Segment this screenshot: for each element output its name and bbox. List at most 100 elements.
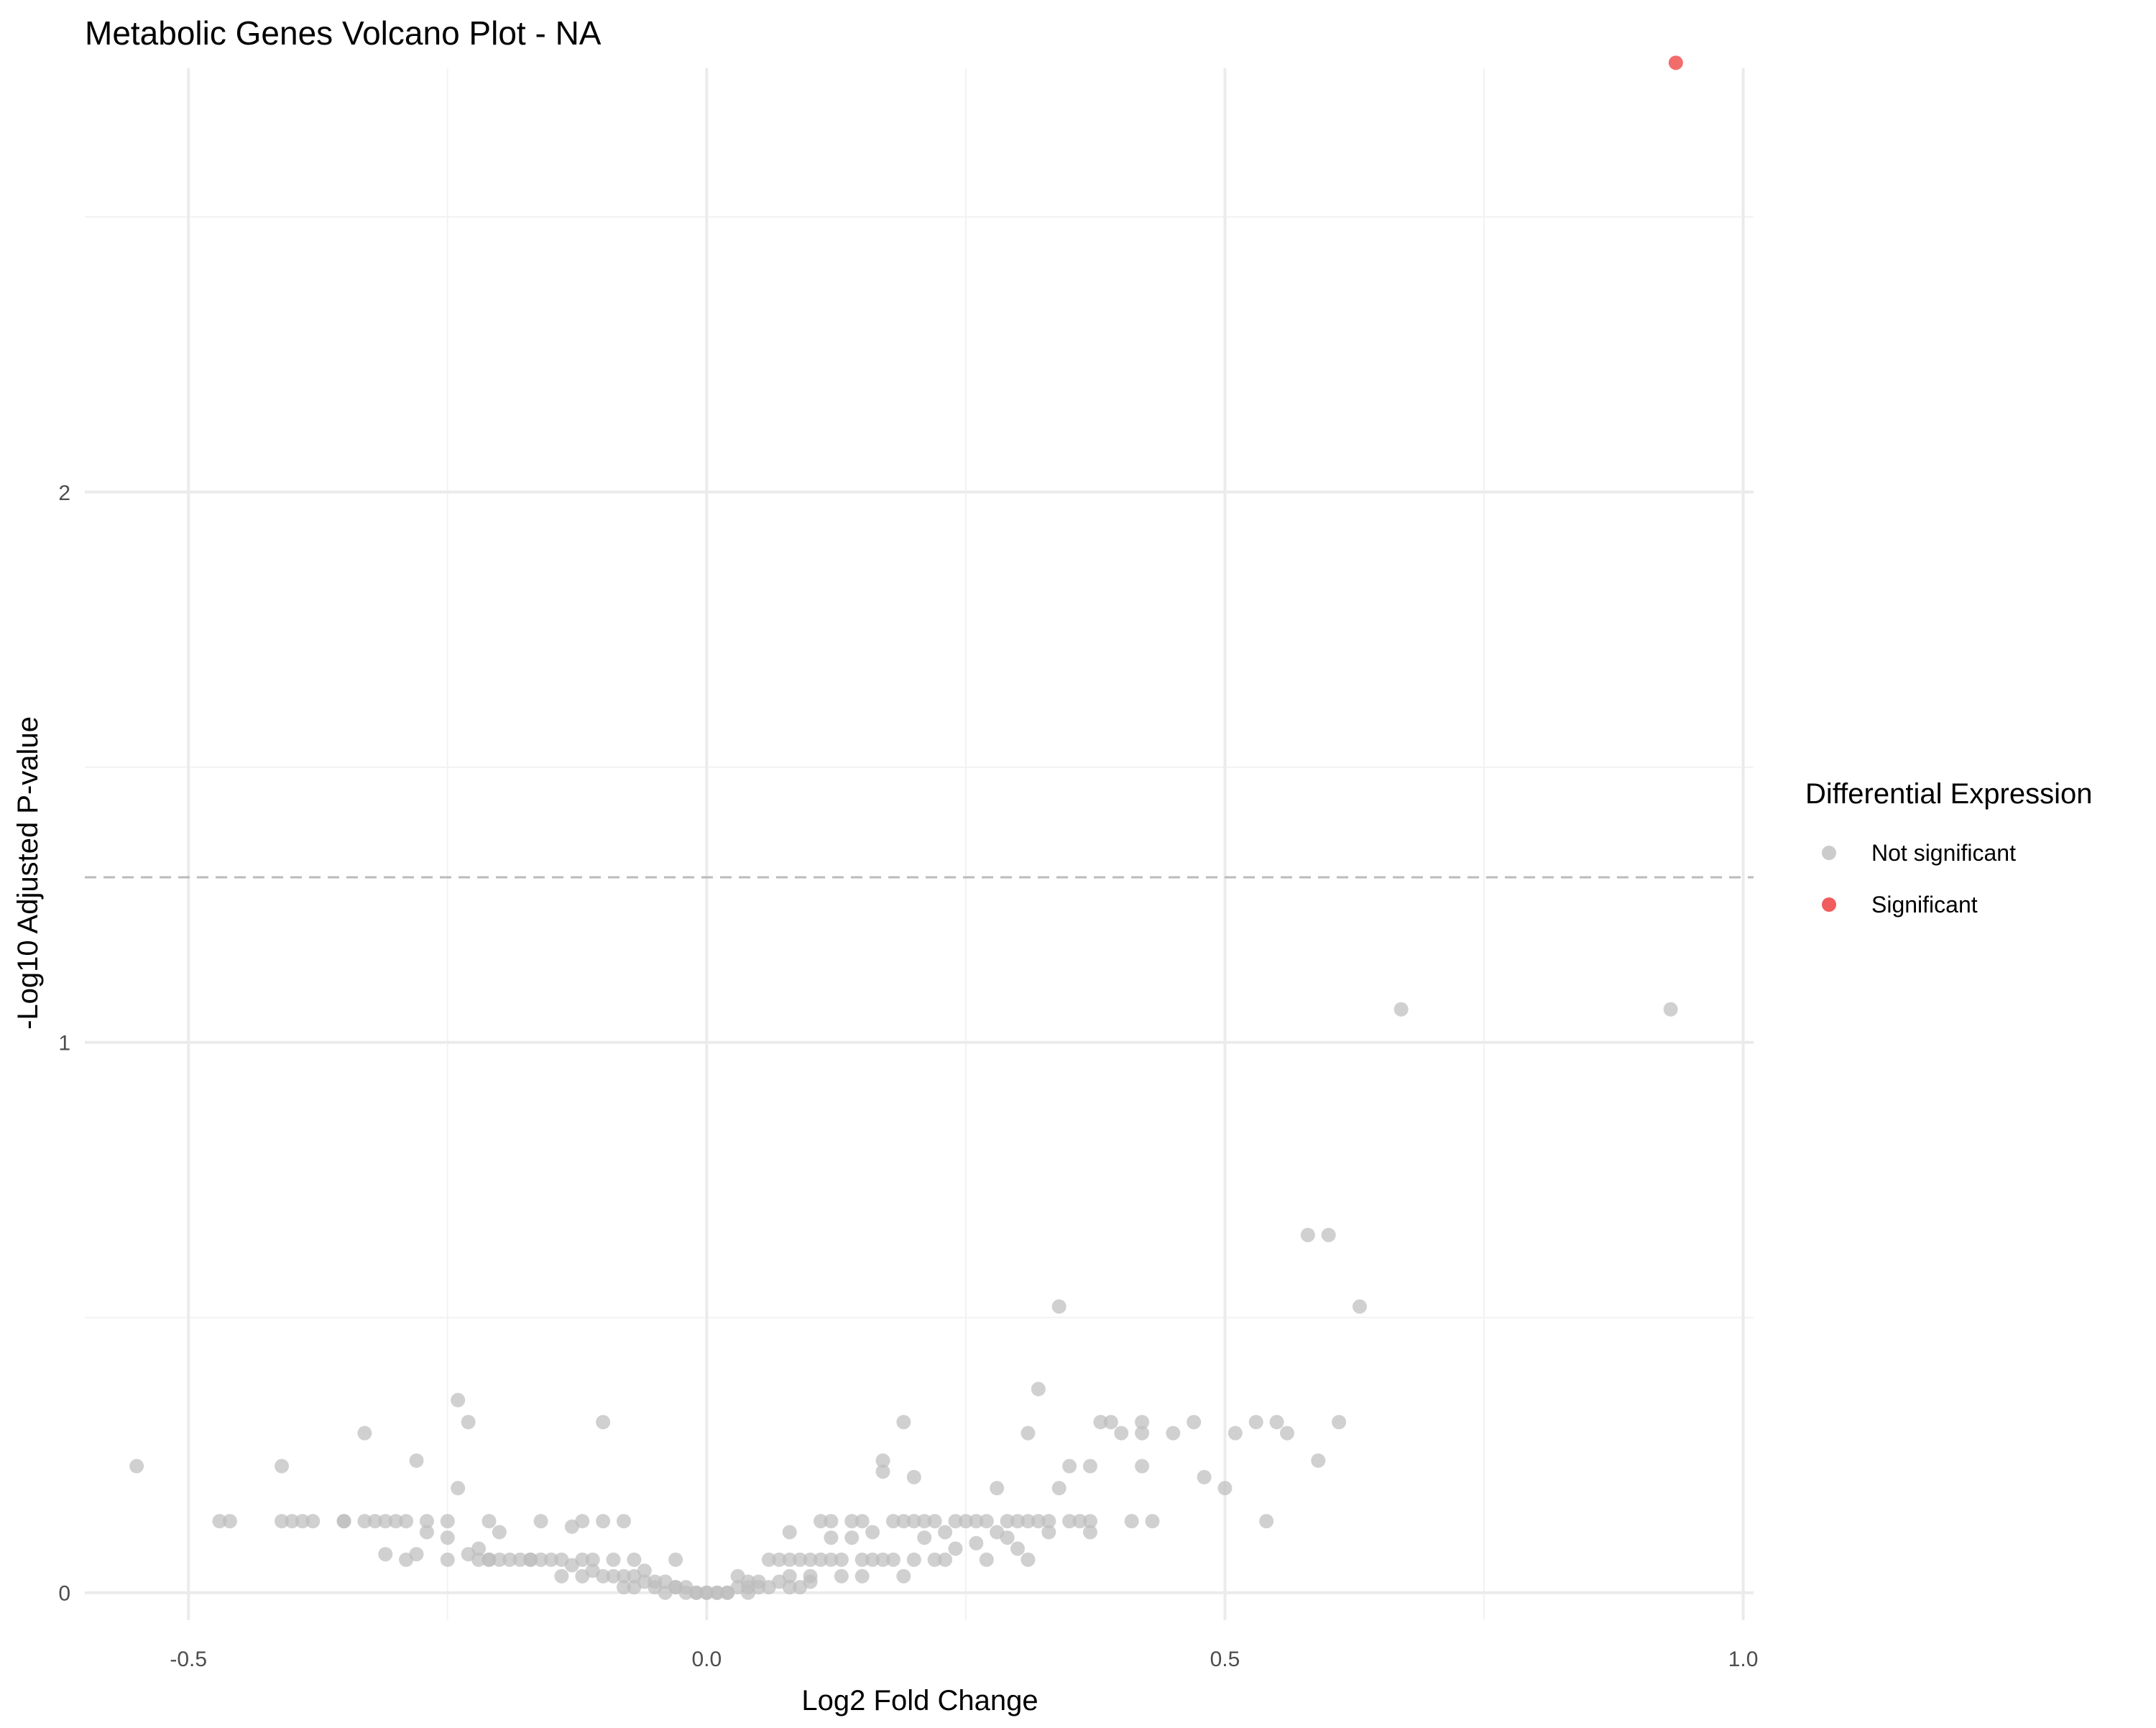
not-significant-point (834, 1552, 849, 1567)
not-significant-point (616, 1568, 631, 1584)
not-significant-point (875, 1453, 890, 1468)
not-significant-point (668, 1552, 683, 1567)
not-significant-point (917, 1530, 932, 1546)
legend-key (1822, 846, 1836, 860)
not-significant-point (854, 1514, 870, 1529)
not-significant-point (709, 1585, 724, 1600)
not-significant-point (451, 1481, 466, 1496)
legend-label: Not significant (1871, 840, 2016, 866)
not-significant-point (305, 1514, 321, 1529)
not-significant-point (824, 1530, 839, 1546)
not-significant-point (896, 1514, 911, 1529)
not-significant-point (1197, 1469, 1212, 1484)
not-significant-point (533, 1514, 548, 1529)
not-significant-point (1114, 1426, 1129, 1441)
not-significant-point (409, 1547, 424, 1562)
not-significant-point (793, 1552, 808, 1567)
not-significant-point (1135, 1426, 1150, 1441)
not-significant-point (782, 1525, 797, 1540)
not-significant-point (1072, 1514, 1087, 1529)
not-significant-point (1041, 1514, 1056, 1529)
legend-title: Differential Expression (1805, 778, 2092, 810)
not-significant-point (357, 1514, 372, 1529)
not-significant-point (906, 1552, 921, 1567)
not-significant-point (1000, 1530, 1015, 1546)
not-significant-point (1166, 1426, 1181, 1441)
not-significant-point (440, 1530, 455, 1546)
significant-point (1668, 55, 1683, 70)
not-significant-point (844, 1530, 860, 1546)
not-significant-point (523, 1552, 538, 1567)
not-significant-point (1082, 1514, 1097, 1529)
not-significant-point (1010, 1541, 1026, 1556)
not-significant-point (388, 1514, 403, 1529)
not-significant-point (575, 1552, 590, 1567)
not-significant-point (596, 1415, 611, 1430)
not-significant-point (596, 1514, 611, 1529)
not-significant-point (357, 1426, 372, 1441)
not-significant-point (1062, 1459, 1077, 1474)
not-significant-point (336, 1514, 351, 1529)
not-significant-point (1051, 1299, 1067, 1314)
not-significant-point (875, 1464, 890, 1479)
not-significant-point (606, 1568, 621, 1584)
not-significant-point (1041, 1525, 1056, 1540)
not-significant-point (627, 1552, 642, 1567)
not-significant-point (378, 1547, 393, 1562)
not-significant-point (813, 1552, 828, 1567)
not-significant-point (1663, 1002, 1678, 1017)
not-significant-point (1021, 1514, 1036, 1529)
not-significant-point (222, 1514, 237, 1529)
not-significant-point (502, 1552, 517, 1567)
not-significant-point (906, 1469, 921, 1484)
not-significant-point (1082, 1459, 1097, 1474)
not-significant-point (1031, 1382, 1046, 1397)
not-significant-point (419, 1514, 434, 1529)
y-tick-label: 0 (58, 1582, 70, 1606)
not-significant-point (803, 1552, 818, 1567)
not-significant-point (948, 1514, 963, 1529)
not-significant-point (761, 1552, 776, 1567)
not-significant-point (854, 1552, 870, 1567)
not-significant-point (782, 1580, 797, 1595)
not-significant-point (979, 1514, 994, 1529)
not-significant-point (471, 1541, 487, 1556)
legend: Differential Expression Not significant S… (1805, 778, 2092, 918)
not-significant-point (440, 1514, 455, 1529)
not-significant-point (824, 1552, 839, 1567)
not-significant-point (129, 1459, 144, 1474)
not-significant-point (1217, 1481, 1233, 1496)
not-significant-point (1145, 1514, 1160, 1529)
not-significant-point (409, 1453, 424, 1468)
not-significant-point (813, 1514, 828, 1529)
not-significant-point (896, 1568, 911, 1584)
not-significant-point (969, 1514, 984, 1529)
not-significant-point (834, 1568, 849, 1584)
not-significant-point (482, 1514, 497, 1529)
chart-title: Metabolic Genes Volcano Plot - NA (85, 14, 602, 52)
not-significant-point (938, 1525, 953, 1540)
not-significant-point (927, 1514, 942, 1529)
not-significant-point (1352, 1299, 1367, 1314)
not-significant-point (399, 1514, 414, 1529)
not-significant-point (865, 1525, 880, 1540)
not-significant-point (885, 1514, 900, 1529)
not-significant-point (419, 1525, 434, 1540)
not-significant-point (927, 1552, 942, 1567)
not-significant-point (512, 1552, 528, 1567)
legend-label: Significant (1871, 892, 1978, 918)
not-significant-point (969, 1535, 984, 1551)
not-significant-point (1124, 1514, 1139, 1529)
y-axis-title: -Log10 Adjusted P-value (12, 716, 44, 1030)
x-tick-label: -0.5 (170, 1648, 207, 1671)
not-significant-point (803, 1568, 818, 1584)
not-significant-point (275, 1514, 290, 1529)
not-significant-point (212, 1514, 227, 1529)
not-significant-point (1300, 1227, 1315, 1242)
not-significant-point (1187, 1415, 1202, 1430)
not-significant-point (1021, 1426, 1036, 1441)
not-significant-point (1279, 1426, 1294, 1441)
not-significant-point (1393, 1002, 1409, 1017)
not-significant-point (285, 1514, 300, 1529)
